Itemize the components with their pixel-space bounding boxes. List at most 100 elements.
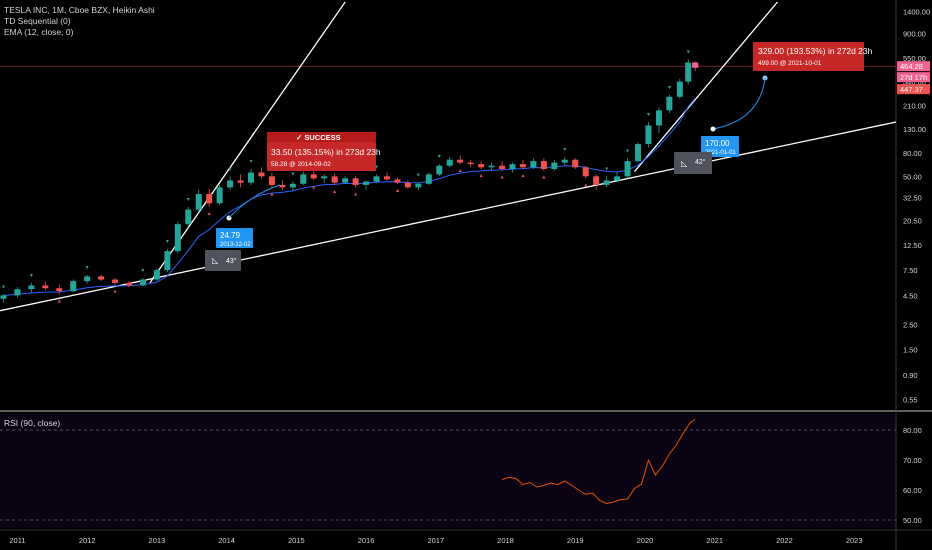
candle-body [551, 162, 558, 169]
candle-body [363, 181, 370, 185]
rsi-tick-label: 50.00 [903, 516, 922, 525]
candle-body [373, 176, 380, 182]
candle-body [488, 165, 495, 168]
time-tick-label: 2020 [637, 536, 654, 545]
angle-box-2 [674, 152, 712, 174]
projection-curve-1 [228, 184, 281, 219]
td-count-mark: ▾ [86, 265, 89, 271]
candle-body [593, 176, 600, 185]
time-tick-label: 2018 [497, 536, 514, 545]
candle-body [655, 110, 662, 126]
candle-body [425, 174, 432, 184]
candle-body [153, 270, 160, 280]
price-tick-label: 210.00 [903, 101, 926, 110]
price-tick-label: 12.50 [903, 241, 922, 250]
candle-body [383, 176, 390, 180]
candle-body [216, 187, 223, 204]
td-count-mark: ▾ [375, 164, 378, 170]
start2-value: 170.00 [705, 139, 730, 148]
candle-body [28, 285, 35, 290]
candle-body [42, 285, 49, 289]
time-tick-label: 2023 [846, 536, 863, 545]
candle-body [164, 251, 171, 271]
target-sub-text: 499.00 @ 2021-10-01 [758, 60, 822, 67]
candle-body [331, 176, 338, 183]
candle-body [666, 96, 673, 111]
time-tick-label: 2015 [288, 536, 305, 545]
candle-body [645, 125, 652, 145]
price-tick-label: 900.00 [903, 29, 926, 38]
td-count-mark: ▴ [480, 173, 483, 179]
price-tick-label: 7.50 [903, 266, 918, 275]
candle-body [415, 183, 422, 188]
symbol-title[interactable]: TESLA INC, 1M, Cboe BZX, Heikin Ashi [4, 5, 155, 15]
price-label-box [897, 84, 930, 95]
td-count-mark: ▴ [584, 182, 587, 188]
start2-date: 2021-01-01 [705, 150, 736, 156]
td-count-mark: ▴ [114, 289, 117, 295]
td-count-mark: ▾ [141, 268, 144, 274]
angle1-text: 43° [226, 257, 237, 265]
candle-body [572, 159, 579, 168]
trendline-steep-2 [634, 1, 778, 173]
rsi-title[interactable]: RSI (90, close) [4, 418, 61, 428]
td-count-mark: ▴ [542, 175, 545, 181]
price-tick-label: 0.55 [903, 395, 918, 404]
price-tick-label: 130.00 [903, 125, 926, 134]
candle-body [499, 165, 506, 169]
candle-body [300, 174, 307, 184]
candle-body [70, 281, 77, 292]
time-tick-label: 2012 [79, 536, 96, 545]
td-count-mark: ▾ [438, 154, 441, 160]
indicator-ema[interactable]: EMA (12, close, 0) [4, 27, 74, 37]
candle-body [614, 176, 621, 181]
angle-box-1 [205, 250, 241, 271]
price-label-box [897, 72, 930, 83]
candle-body [185, 209, 192, 225]
candle-body [56, 288, 63, 292]
candle-body [436, 165, 443, 175]
candle-body [237, 180, 244, 183]
candle-body [195, 193, 202, 210]
td-count-mark: ▴ [459, 168, 462, 174]
success-box [267, 142, 376, 171]
td-count-mark: ▴ [208, 211, 211, 217]
candle-body [582, 167, 589, 177]
price-label-2: 447.37 [900, 85, 923, 94]
price-label-1: 27d 17h [900, 73, 927, 82]
candle-body [624, 161, 631, 177]
td-count-mark: ▾ [250, 159, 253, 165]
candle-body [519, 164, 526, 168]
candle-body [404, 182, 411, 188]
indicator-td-sequential[interactable]: TD Sequential (0) [4, 16, 71, 26]
td-count-mark: ▴ [333, 189, 336, 195]
start-box-1 [216, 228, 253, 248]
td-count-mark: ▾ [647, 112, 650, 118]
td-count-mark: ▾ [166, 239, 169, 245]
candle-body [321, 176, 328, 179]
candle-body [540, 161, 547, 169]
td-count-mark: ▾ [2, 284, 5, 290]
rsi-panel-bg [0, 414, 896, 528]
success-header-box [267, 132, 376, 142]
candle-body [394, 179, 401, 183]
time-tick-label: 2017 [427, 536, 444, 545]
target-main-text: 329.00 (193.53%) in 272d 23h [758, 46, 873, 56]
time-tick-label: 2011 [9, 536, 25, 545]
price-tick-label: 1400.00 [903, 8, 930, 17]
candle-body [457, 159, 464, 163]
td-count-mark: ▾ [291, 172, 294, 178]
candle-body [112, 279, 119, 283]
success-sub-text: 58.28 @ 2014-09-02 [271, 161, 331, 168]
td-count-mark: ▾ [687, 50, 690, 56]
td-count-mark: ▾ [626, 148, 629, 154]
candle-body [530, 161, 537, 168]
candle-body [227, 180, 234, 188]
rsi-tick-label: 60.00 [903, 486, 922, 495]
time-tick-label: 2021 [706, 536, 723, 545]
candle-body [467, 162, 474, 165]
price-tick-label: 2.50 [903, 320, 918, 329]
td-count-mark: ▴ [521, 173, 524, 179]
price-tick-label: 20.50 [903, 216, 922, 225]
